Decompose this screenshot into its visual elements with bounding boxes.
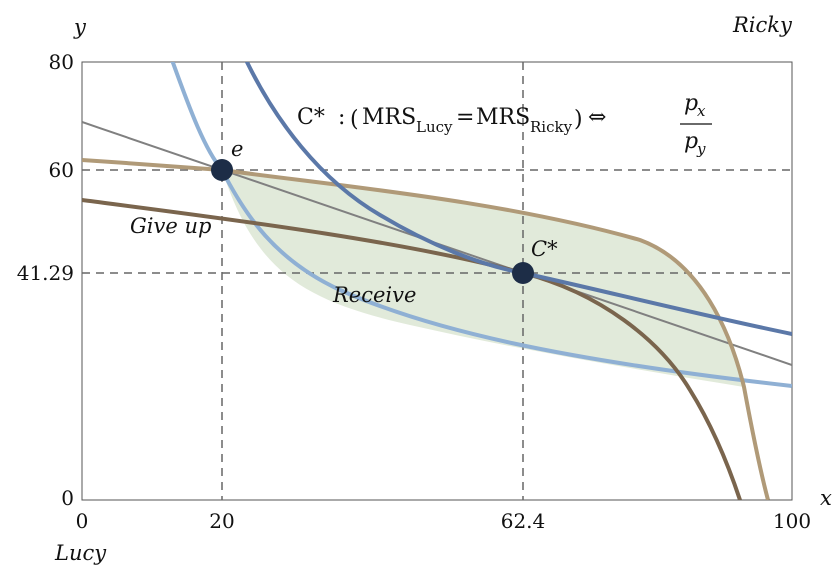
eq-equals: =	[456, 105, 474, 130]
y-tick-60: 60	[49, 158, 74, 182]
y-tick-80: 80	[49, 50, 74, 74]
eq-numerator-sub: x	[697, 102, 706, 120]
box-frame	[81, 61, 793, 501]
eq-denominator-sub: y	[696, 140, 706, 158]
eq-numerator: p	[684, 91, 698, 116]
eq-colon: :	[338, 105, 345, 130]
y-tick-41-29: 41.29	[17, 261, 74, 285]
eq-lhs: C*	[297, 105, 325, 130]
x-axis-label: x	[820, 486, 832, 510]
eq-sub-lucy: Lucy	[416, 118, 453, 136]
eq-mrs-ricky: MRS	[476, 105, 530, 130]
ricky-origin-label: Ricky	[732, 13, 793, 37]
eq-lparen: (	[350, 107, 359, 132]
mutual-benefit-lens	[222, 170, 744, 387]
eq-denominator: p	[684, 129, 698, 154]
eq-mrs-lucy: MRS	[362, 105, 416, 130]
ricky-indifference-curve-c	[82, 198, 742, 500]
x-tick-62-4: 62.4	[501, 509, 546, 533]
endowment-point	[211, 159, 233, 181]
x-tick-0: 0	[76, 509, 89, 533]
lucy-indifference-curve	[170, 62, 792, 388]
equilibrium-condition: C* : ( MRS Lucy = MRS Ricky ) ⇔ p x p y	[297, 91, 712, 158]
eq-sub-ricky: Ricky	[530, 118, 573, 136]
endowment-label: e	[231, 137, 243, 161]
y-axis-label: y	[73, 15, 87, 39]
equilibrium-label: C*	[531, 237, 558, 261]
give-up-label: Give up	[130, 214, 211, 238]
lucy-origin-label: Lucy	[54, 541, 107, 565]
ricky-indifference-curve-e	[82, 158, 770, 500]
x-tick-20: 20	[209, 509, 234, 533]
receive-label: Receive	[332, 283, 416, 307]
eq-rparen: )	[574, 107, 583, 132]
eq-iff: ⇔	[588, 105, 606, 130]
y-tick-0: 0	[61, 486, 74, 510]
equilibrium-point	[512, 262, 534, 284]
x-tick-100: 100	[773, 509, 811, 533]
contract-curve	[244, 62, 792, 336]
